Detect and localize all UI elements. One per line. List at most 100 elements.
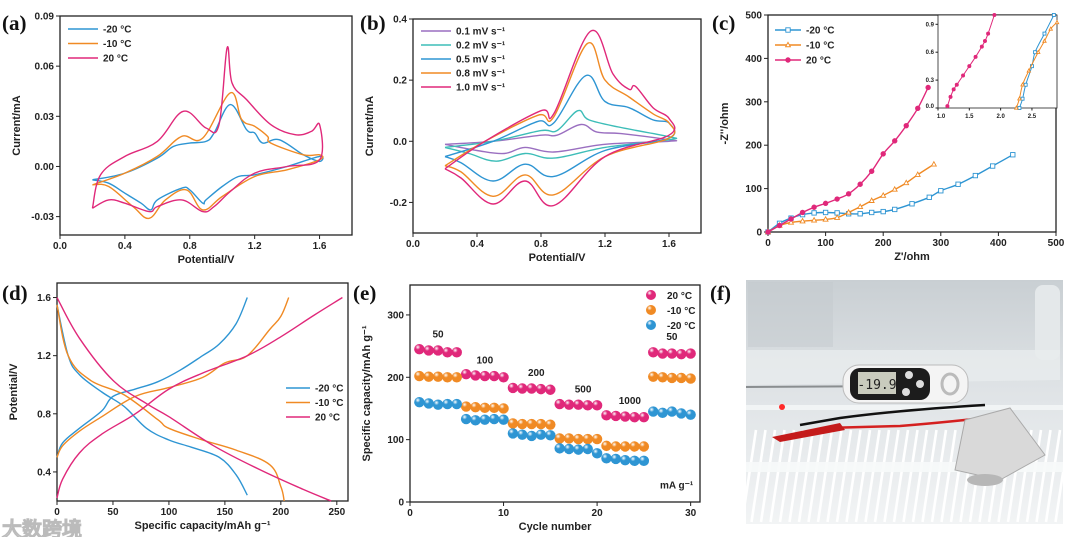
circle-marker (961, 73, 966, 78)
discharge-line (56, 297, 332, 502)
y-tick-label: 100 (745, 184, 762, 195)
triangle-marker (784, 41, 792, 48)
square-marker (909, 201, 915, 207)
circle-marker (903, 122, 909, 129)
data-point (582, 400, 593, 411)
shelf-wire (921, 429, 938, 523)
y-axis-label: Current/mA (364, 96, 376, 157)
data-point (619, 455, 631, 466)
data-point (666, 372, 678, 384)
chart-a: 0.0 0.4 0.8 1.2 1.6 -0.03 0.00 0.03 0.06 0.09 Pote… (11, 12, 353, 266)
triangle-marker (799, 217, 806, 224)
data-point (526, 383, 537, 394)
data-point (507, 382, 519, 394)
x-tick-label: 30 (685, 508, 697, 519)
annotation-label: 200 (528, 368, 545, 379)
data-point (554, 443, 565, 454)
y-tick-label: 0.9 (926, 22, 935, 28)
triangle-marker (880, 191, 887, 198)
data-point (507, 418, 519, 429)
data-point (591, 448, 603, 459)
square-marker (811, 210, 817, 216)
data-point (638, 411, 650, 423)
triangle-marker (833, 214, 841, 220)
legend-label: -10 °C (315, 398, 343, 409)
series--20C (1017, 13, 1056, 110)
legend-marker (646, 305, 656, 315)
y-tick-label: 0.3 (926, 78, 935, 84)
square-marker (1042, 31, 1047, 36)
data-point (629, 455, 640, 467)
thermometer-button (902, 388, 910, 396)
legend-label: 20 °C (806, 56, 831, 67)
data-point (601, 440, 612, 452)
data-point (423, 345, 434, 356)
y-tick-label: 0 (398, 498, 404, 509)
series-line (444, 29, 676, 207)
square-marker (822, 209, 829, 216)
shelf-wire (750, 429, 767, 523)
series--10C (1013, 19, 1060, 110)
circle-marker (765, 229, 771, 235)
x-tick-label: 0.0 (406, 239, 420, 250)
panel-label-text: (f) (710, 281, 731, 305)
chart-d: 0 50 100 150 200 250 0.4 0.8 1.2 1.6 Specific capa… (8, 282, 349, 532)
circle-marker (979, 44, 984, 49)
annotation-label: 50 (433, 329, 445, 340)
data-point (535, 418, 547, 430)
series--10C: -10 °C (56, 297, 343, 502)
data-point (545, 384, 556, 395)
data-point (460, 368, 472, 380)
x-tick-label: 10 (498, 508, 510, 519)
y-tick-label: 0.0 (926, 104, 935, 110)
shelf-wire (1025, 429, 1043, 523)
series-0.8mVs: 0.8 mV s⁻¹ (421, 42, 676, 198)
triangle-marker (1035, 49, 1041, 54)
square-marker (880, 208, 886, 215)
x-tick-label: 0.0 (53, 241, 67, 252)
inset-frame (937, 14, 1058, 109)
x-tick-label: 0.4 (118, 241, 132, 252)
legend-label: -20 °C (806, 26, 834, 37)
data-point (526, 430, 537, 442)
thermometer-reading: -19.9 (857, 378, 896, 393)
series-line (444, 109, 678, 162)
triangle-marker (1054, 19, 1060, 25)
x-tick-label: 2.0 (996, 114, 1005, 120)
shelf-wire (759, 429, 777, 523)
shelf-wire (835, 429, 853, 523)
coin-cell (967, 474, 1003, 486)
data-point (685, 409, 696, 420)
y-tick-label: -0.03 (31, 212, 54, 223)
chart-c: 0 100 200 300 400 500 0 100 200 300 400 500 Z'/ohm -Z… (719, 11, 1065, 264)
circle-marker (986, 31, 991, 36)
x-tick-label: 2.5 (1028, 114, 1037, 120)
legend-label: 0.8 mV s⁻¹ (456, 69, 506, 80)
shelf-wire (892, 429, 910, 523)
panel-label-text: (c) (712, 11, 735, 35)
data-point (591, 433, 603, 445)
circle-marker (880, 151, 886, 157)
circle-marker (948, 94, 953, 99)
triangle-marker (930, 160, 938, 167)
data-point (638, 441, 650, 452)
data-point (470, 415, 481, 426)
data-point (563, 443, 575, 455)
y-tick-label: 200 (745, 141, 762, 152)
x-tick-label: 200 (875, 238, 892, 249)
data-point (573, 444, 584, 455)
shelf-wire (940, 429, 957, 523)
circle-marker (868, 168, 875, 174)
legend-label: 0.2 mV s⁻¹ (456, 41, 506, 52)
data-point (610, 441, 622, 452)
square-marker (1010, 152, 1016, 158)
square-marker (869, 209, 875, 216)
data-point (517, 383, 528, 394)
series-20C: 20 °C (68, 46, 324, 213)
circle-marker (785, 57, 791, 63)
x-tick-label: 250 (328, 507, 345, 518)
shelf-wire (1035, 429, 1052, 523)
triangle-marker (845, 208, 852, 215)
data-point (535, 429, 547, 440)
